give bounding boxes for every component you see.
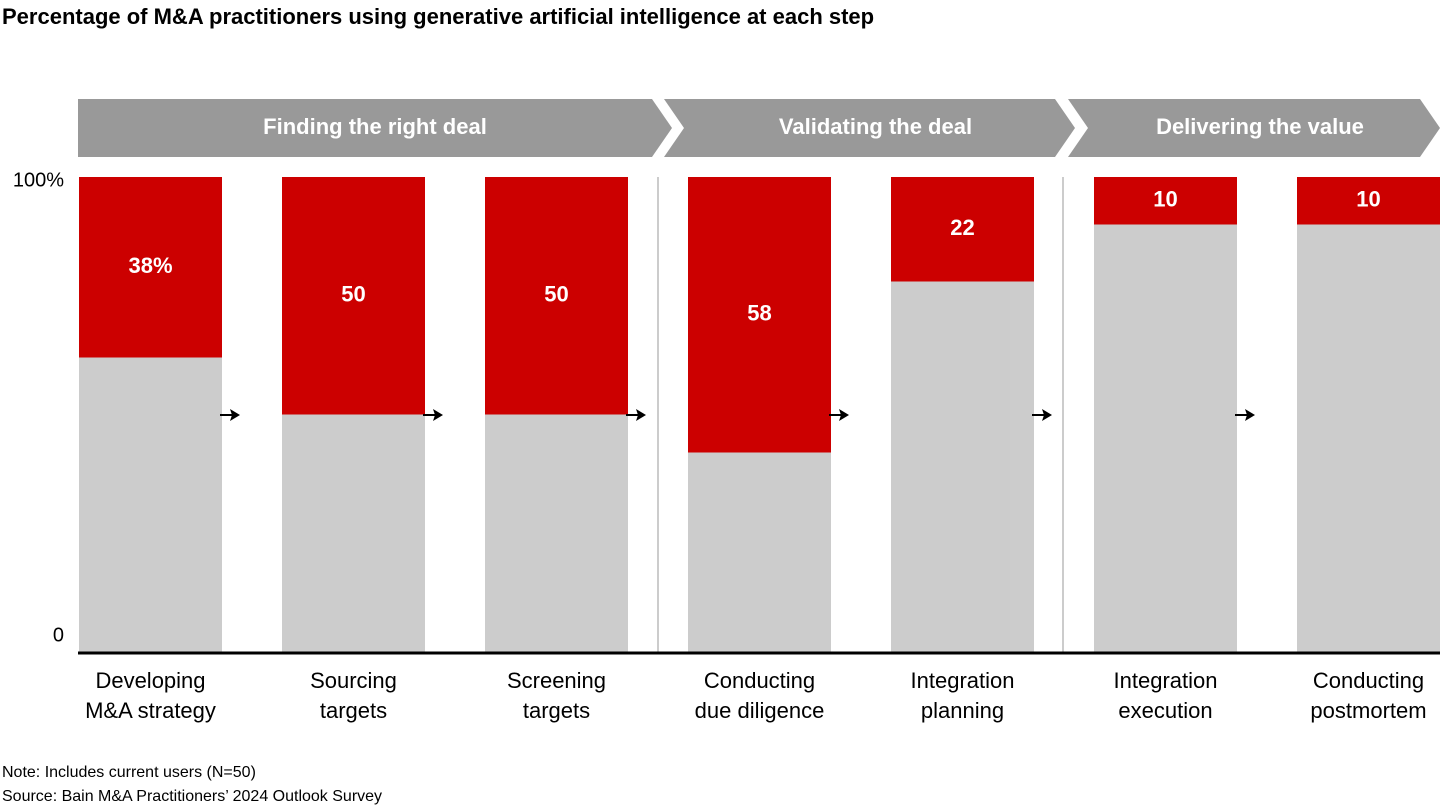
- phase-label: Delivering the value: [1156, 114, 1364, 139]
- value-label: 38%: [128, 253, 172, 278]
- x-tick-label: Developing M&A strategy: [85, 668, 216, 723]
- bar-segment: [688, 177, 831, 453]
- step-arrow-head: [1042, 409, 1052, 421]
- x-tick-label: Conducting postmortem: [1310, 668, 1427, 723]
- step-arrow-head: [636, 409, 646, 421]
- step-arrow-head: [1245, 409, 1255, 421]
- bar-segment: [1297, 224, 1440, 652]
- phase-banner: [1068, 99, 1440, 157]
- step-arrow-head: [230, 409, 240, 421]
- x-tick-label: Sourcing targets: [310, 668, 397, 723]
- value-label: 22: [950, 215, 974, 240]
- phase-label: Finding the right deal: [263, 114, 487, 139]
- value-label: 50: [544, 282, 568, 307]
- value-label: 50: [341, 282, 365, 307]
- note: Note: Includes current users (N=50): [2, 764, 256, 781]
- value-label: 10: [1356, 187, 1380, 212]
- step-arrow-head: [433, 409, 443, 421]
- x-tick-label: Conducting due diligence: [694, 668, 825, 723]
- bar-segment: [282, 177, 425, 415]
- x-tick-label: Integration planning: [910, 668, 1015, 723]
- chart-title: Percentage of M&A practitioners using ge…: [2, 4, 874, 29]
- value-label: 10: [1153, 187, 1177, 212]
- bar-segment: [282, 414, 425, 652]
- bar-segment: [79, 177, 222, 358]
- y-tick-label: 100%: [13, 169, 64, 191]
- bar-segment: [79, 357, 222, 652]
- bar-segment: [891, 281, 1034, 652]
- bar-segment: [1297, 177, 1440, 225]
- value-label: 58: [747, 301, 771, 326]
- bar-segment: [891, 177, 1034, 282]
- bar-segment: [688, 452, 831, 652]
- source: Source: Bain M&A Practitioners’ 2024 Out…: [2, 788, 382, 805]
- step-arrow-head: [839, 409, 849, 421]
- phase-banner: [664, 99, 1075, 157]
- bar-segment: [1094, 177, 1237, 225]
- x-tick-label: Integration execution: [1113, 668, 1218, 723]
- y-tick-label: 0: [53, 624, 64, 646]
- bar-segment: [485, 414, 628, 652]
- x-tick-label: Screening targets: [506, 668, 607, 723]
- bar-segment: [485, 177, 628, 415]
- bar-segment: [1094, 224, 1237, 652]
- phase-banner: [78, 99, 672, 157]
- phase-label: Validating the deal: [779, 114, 972, 139]
